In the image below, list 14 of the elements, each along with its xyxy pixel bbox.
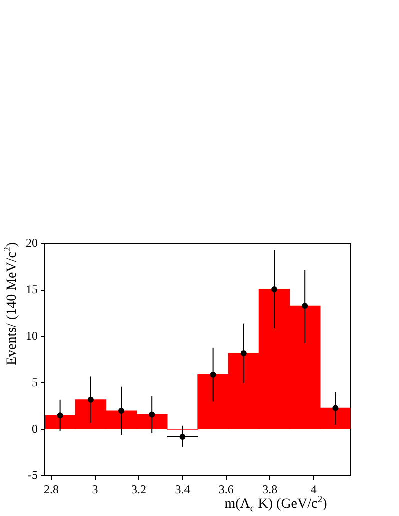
y-tick-label: -5 [28, 468, 38, 482]
x-tick-label: 3.6 [218, 482, 234, 496]
y-tick-label: 5 [32, 375, 38, 390]
y-tick-label: 10 [26, 328, 38, 343]
x-tick-label: 3.4 [175, 482, 190, 496]
x-tick-label: 3.2 [131, 482, 146, 496]
x-tick-label: 3.8 [262, 482, 278, 496]
x-tick-label: 4 [310, 482, 317, 496]
y-axis-title: Events/ (140 MeV/c2) [2, 242, 20, 366]
x-tick-label: 3 [92, 482, 98, 496]
y-tick-label: 0 [32, 422, 38, 436]
x-tick-label: 2.8 [44, 482, 60, 496]
y-tick-label: 20 [26, 236, 38, 250]
y-tick-label: 15 [26, 282, 38, 297]
